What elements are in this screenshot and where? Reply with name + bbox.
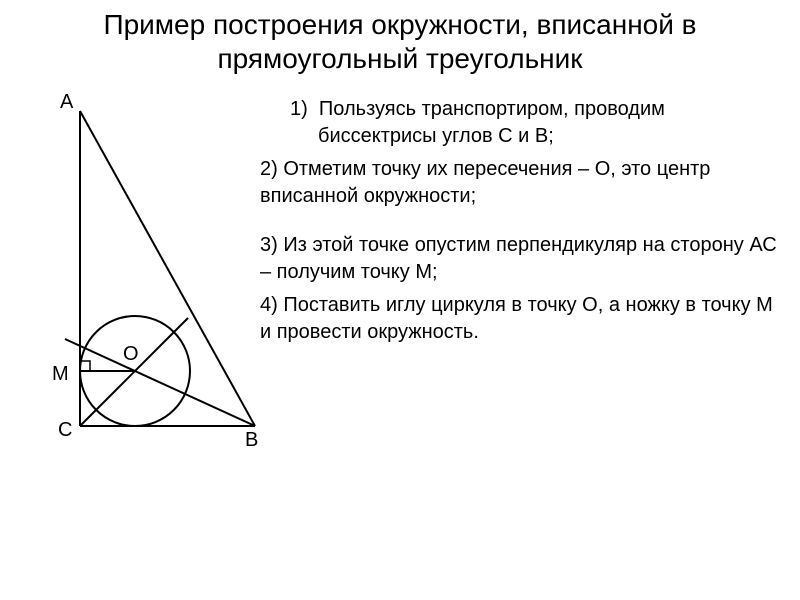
geometry-diagram: А С В М О [20, 91, 280, 471]
label-c: С [58, 419, 72, 442]
step-4: 4) Поставить иглу циркуля в точку О, а н… [260, 292, 780, 346]
step-1-number: 1) [290, 98, 308, 120]
page-title: Пример построения окружности, вписанной … [0, 0, 800, 81]
diagram-svg [20, 91, 280, 471]
step-3: 3) Из этой точке опустим перпендикуляр н… [260, 232, 780, 286]
label-b: В [245, 429, 258, 452]
side-ab [80, 111, 255, 426]
label-a: А [60, 91, 73, 114]
content-area: А С В М О 1) Пользуясь транспортиром, пр… [0, 81, 800, 561]
steps-list: 1) Пользуясь транспортиром, проводим бис… [260, 96, 780, 352]
step-1: 1) Пользуясь транспортиром, проводим бис… [280, 96, 780, 150]
label-o: О [123, 343, 139, 366]
step-1-text: Пользуясь транспортиром, проводим биссек… [318, 98, 665, 147]
step-2: 2) Отметим точку их пересечения – О, это… [260, 156, 780, 210]
label-m: М [52, 363, 69, 386]
